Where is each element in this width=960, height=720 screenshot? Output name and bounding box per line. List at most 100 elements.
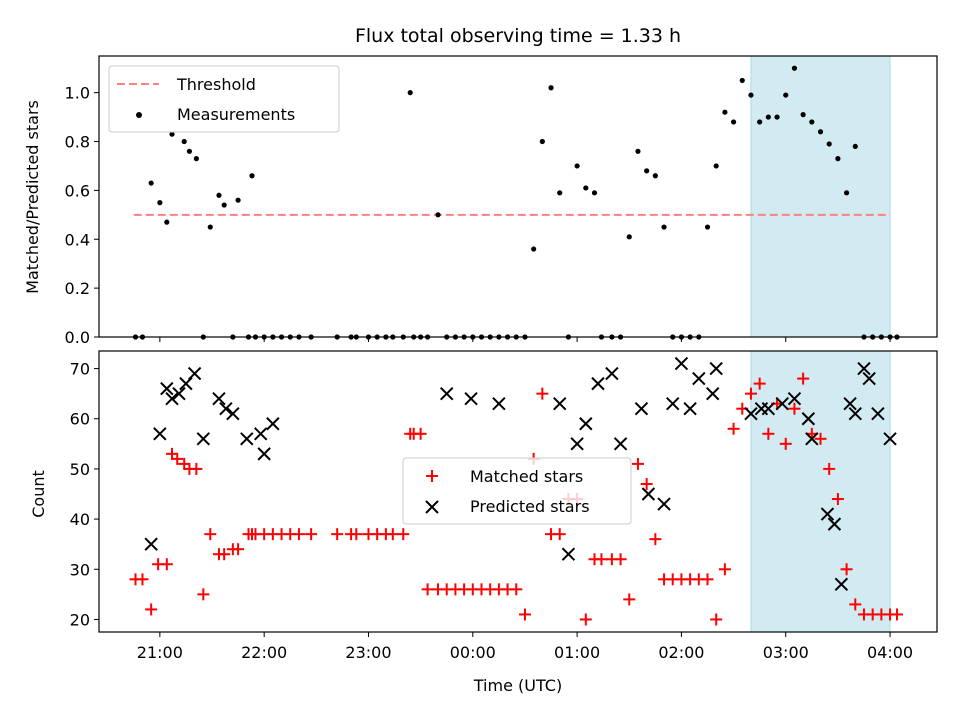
predicted-star-marker — [744, 407, 758, 421]
matched-star-marker — [614, 553, 627, 566]
measurement-point — [661, 224, 667, 230]
matched-star-marker — [197, 588, 210, 601]
matched-star-marker — [623, 593, 636, 606]
measurement-point — [207, 224, 213, 230]
legend-threshold-label: Threshold — [176, 75, 256, 94]
top-shaded-region — [750, 55, 891, 338]
measurement-point — [644, 168, 650, 174]
matched-star-marker — [553, 528, 566, 541]
measurement-point — [407, 90, 413, 96]
predicted-star-marker — [212, 391, 226, 406]
bottom-legend-box — [402, 457, 632, 525]
legend-predicted-swatch — [425, 500, 439, 514]
top-ytick-label: 0.8 — [65, 133, 90, 152]
matched-star-marker — [701, 573, 714, 586]
matched-star-marker — [204, 528, 217, 541]
measurement-point — [817, 129, 824, 135]
predicted-star-marker — [657, 497, 671, 511]
x-axis-label: Time (UTC) — [473, 676, 562, 695]
matched-stars-points — [129, 372, 904, 626]
top-panel: 0.0 0.2 0.4 0.6 0.8 1.0 Matched/Predicted sta… — [23, 55, 938, 347]
measurement-point — [783, 92, 789, 98]
predicted-star-marker — [266, 417, 280, 431]
matched-star-marker — [510, 583, 523, 596]
matched-star-marker — [160, 558, 173, 571]
bottom-xtick-label: 02:00 — [658, 643, 704, 662]
matched-star-marker — [727, 422, 740, 435]
measurement-point — [193, 156, 199, 162]
predicted-star-marker — [605, 366, 619, 381]
legend-matched-label: Matched stars — [470, 467, 583, 486]
matched-star-marker — [762, 427, 775, 440]
predicted-star-marker — [440, 386, 454, 401]
predicted-star-marker — [666, 396, 680, 411]
predicted-star-marker — [787, 391, 802, 406]
predicted-star-marker — [683, 401, 697, 416]
matched-star-marker — [218, 548, 231, 561]
legend-predicted-label: Predicted stars — [470, 497, 590, 516]
predicted-star-marker — [641, 487, 656, 501]
predicted-star-marker — [775, 396, 789, 411]
predicted-star-marker — [613, 437, 628, 451]
predicted-star-marker — [591, 376, 605, 391]
predicted-star-marker — [553, 396, 567, 411]
measurement-point — [739, 77, 745, 84]
predicted-star-marker — [871, 407, 885, 421]
matched-star-marker — [710, 613, 723, 626]
predicted-star-marker — [843, 396, 857, 411]
matched-star-marker — [178, 457, 191, 470]
predicted-star-marker — [674, 356, 689, 371]
predicted-star-marker — [240, 432, 254, 446]
top-ytick-label: 1.0 — [65, 84, 90, 103]
top-axes-frame — [98, 55, 938, 338]
matched-star-marker — [831, 493, 844, 506]
measurement-point — [826, 141, 832, 147]
measurement-point — [765, 114, 771, 120]
matched-star-marker — [166, 447, 179, 460]
bottom-axes-frame — [98, 350, 938, 633]
predicted-star-marker — [253, 427, 268, 441]
matched-star-marker — [518, 608, 531, 621]
matched-star-marker — [331, 528, 344, 541]
predicted-star-marker — [219, 401, 233, 416]
top-ytick-label: 0.4 — [65, 230, 90, 249]
predicted-star-marker — [634, 401, 649, 416]
legend-measurements-swatch — [136, 112, 142, 118]
legend-matched-swatch — [426, 470, 438, 482]
predicted-star-marker — [492, 396, 506, 411]
predicted-star-marker — [706, 386, 720, 401]
predicted-star-marker — [848, 407, 862, 421]
predicted-stars-points — [144, 356, 897, 592]
top-ytick-label: 0.0 — [65, 328, 90, 347]
matched-star-marker — [350, 528, 363, 541]
measurement-point — [774, 114, 780, 120]
legend-measurements-label: Measurements — [177, 105, 295, 124]
predicted-star-marker — [834, 577, 849, 592]
matched-star-marker — [579, 613, 592, 626]
predicted-star-marker — [805, 432, 819, 446]
predicted-star-marker — [579, 417, 593, 431]
measurement-point — [748, 92, 754, 98]
bottom-ytick-label: 30 — [70, 560, 90, 579]
top-ytick-label: 0.2 — [65, 279, 90, 298]
matched-star-marker — [595, 553, 608, 566]
matched-star-marker — [536, 387, 549, 400]
predicted-star-marker — [862, 371, 876, 386]
top-y-axis-label: Matched/Predicted stars — [23, 100, 42, 294]
bottom-ytick-label: 70 — [70, 360, 90, 379]
matched-star-marker — [136, 573, 149, 586]
measurement-point — [548, 85, 554, 91]
top-ytick-label: 0.6 — [65, 181, 90, 200]
measurement-point — [181, 138, 187, 145]
bottom-xtick-label: 23:00 — [345, 643, 391, 662]
predicted-star-marker — [827, 517, 842, 531]
measurement-point — [186, 148, 193, 154]
predicted-star-marker — [801, 412, 816, 426]
matched-star-marker — [421, 583, 434, 596]
measurement-point — [148, 180, 154, 186]
predicted-star-marker — [561, 547, 576, 561]
chart-title: Flux total observing time = 1.33 h — [355, 25, 681, 47]
measurement-point — [713, 163, 719, 169]
measurement-point — [249, 173, 255, 179]
